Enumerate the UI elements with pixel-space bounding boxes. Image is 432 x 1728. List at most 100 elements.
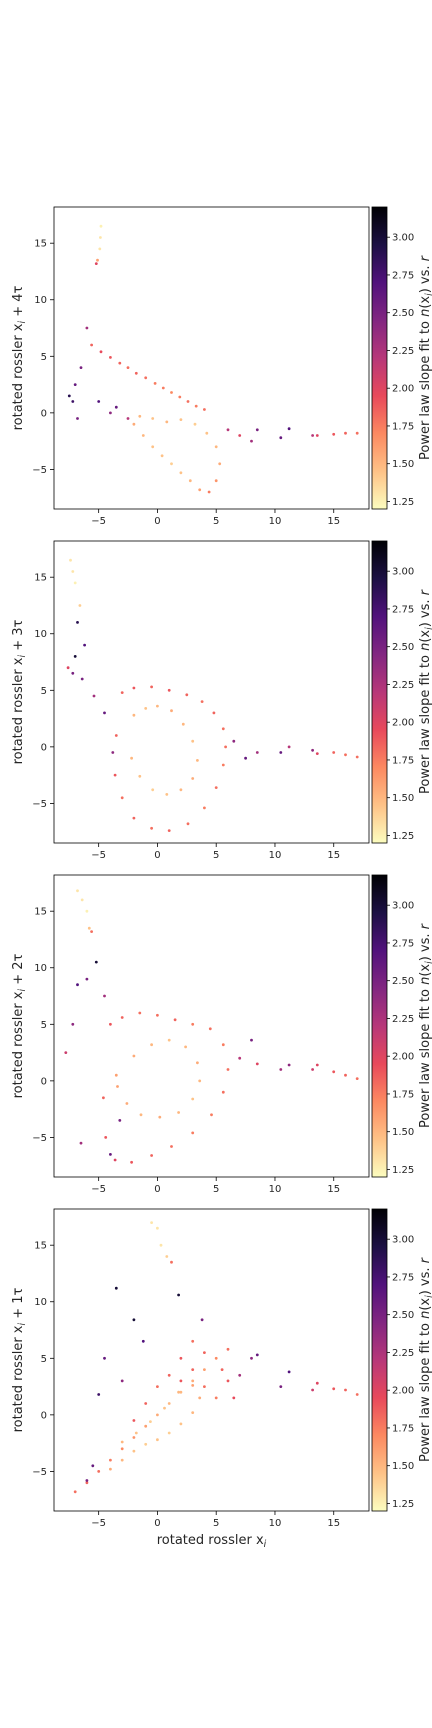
y-tick-label: 10 xyxy=(34,963,47,974)
scatter-point xyxy=(92,694,96,698)
scatter-point xyxy=(332,432,336,436)
scatter-point xyxy=(158,1115,162,1119)
scatter-point xyxy=(279,1068,283,1071)
scatter-point xyxy=(191,1131,195,1135)
y-tick-label: −5 xyxy=(32,1133,47,1144)
scatter-point xyxy=(196,1061,199,1065)
scatter-point xyxy=(85,1479,89,1482)
scatter-point xyxy=(191,1022,195,1026)
scatter-point xyxy=(315,1381,319,1385)
colorbar-tick-label: 2.00 xyxy=(392,1386,414,1397)
x-tick-label: 10 xyxy=(269,1184,282,1195)
y-tick-label: 5 xyxy=(41,352,47,363)
scatter-point xyxy=(287,745,291,749)
plot-area xyxy=(53,540,370,844)
scatter-point xyxy=(191,777,195,780)
scatter-point xyxy=(344,1388,347,1392)
scatter-point xyxy=(109,1467,112,1471)
y-tick-label: 15 xyxy=(34,239,47,250)
scatter-point xyxy=(71,400,75,403)
scatter-point xyxy=(125,1102,129,1105)
scatter-point xyxy=(73,383,77,386)
scatter-point xyxy=(156,1413,159,1417)
y-tick-label: 0 xyxy=(41,408,47,419)
scatter-point xyxy=(287,1063,291,1067)
scatter-point xyxy=(160,454,164,458)
scatter-point xyxy=(141,434,145,437)
scatter-point xyxy=(179,471,183,475)
scatter-point xyxy=(130,1160,134,1164)
scatter-point xyxy=(85,326,89,330)
scatter-point xyxy=(221,1043,225,1047)
scatter-point xyxy=(255,751,259,754)
x-tick-label: −5 xyxy=(91,516,106,527)
scatter-point xyxy=(344,1073,347,1077)
scatter-point xyxy=(232,1396,236,1400)
scatter-point xyxy=(64,1051,68,1054)
colorbar-tick-label: 1.25 xyxy=(392,497,414,508)
scatter-point xyxy=(132,1054,136,1058)
scatter-point xyxy=(120,1016,124,1019)
scatter-point xyxy=(99,350,103,354)
scatter-point xyxy=(332,751,336,754)
scatter-point xyxy=(71,671,75,675)
scatter-point xyxy=(210,1113,213,1117)
scatter-point xyxy=(132,1449,136,1453)
colorbar-label: Power law slope fit to n(xi) vs. r xyxy=(418,588,432,794)
scatter-point xyxy=(90,930,93,933)
scatter-point xyxy=(153,382,157,385)
scatter-point xyxy=(114,1073,118,1077)
scatter-point xyxy=(179,1390,183,1394)
scatter-point xyxy=(226,428,230,432)
scatter-point xyxy=(96,258,99,262)
y-tick-label: 0 xyxy=(41,1410,47,1421)
scatter-point xyxy=(203,1385,206,1388)
scatter-point xyxy=(120,691,124,694)
scatter-point xyxy=(85,977,89,981)
x-tick-label: 5 xyxy=(213,1518,219,1529)
scatter-point xyxy=(120,796,124,800)
scatter-point xyxy=(144,1402,148,1405)
scatter-point xyxy=(150,1154,154,1157)
scatter-point xyxy=(79,366,83,369)
scatter-point xyxy=(179,1356,183,1360)
scatter-point xyxy=(250,439,253,443)
scatter-point xyxy=(179,418,183,421)
scatter-point xyxy=(332,1070,336,1074)
scatter-point xyxy=(279,751,283,754)
scatter-points xyxy=(66,558,359,832)
scatter-point xyxy=(214,1356,218,1360)
scatter-point xyxy=(177,1390,181,1394)
colorbar xyxy=(371,1208,388,1512)
scatter-point xyxy=(97,1470,101,1473)
y-tick-label: 15 xyxy=(34,573,47,584)
scatter-point xyxy=(184,1045,188,1049)
colorbar-tick-label: 3.00 xyxy=(392,901,414,912)
colorbar-tick-label: 2.75 xyxy=(392,604,414,615)
scatter-point xyxy=(165,420,169,424)
colorbar-label: Power law slope fit to n(xi) vs. r xyxy=(418,922,432,1128)
scatter-point xyxy=(344,753,347,757)
scatter-point xyxy=(355,1077,359,1080)
plot-area xyxy=(53,874,370,1178)
scatter-point xyxy=(151,417,155,420)
scatter-point xyxy=(200,1318,204,1322)
scatter-point xyxy=(191,1379,195,1383)
scatter-point xyxy=(179,1379,183,1383)
panel-2: −5 0 5 10 15 −5 0 5 10 15 rotated rossler xi​ + 3τ… xyxy=(11,540,432,861)
colorbar-tick-label: 2.25 xyxy=(392,680,414,691)
scatter-point xyxy=(97,1393,101,1396)
scatter-point xyxy=(71,570,75,573)
colorbar-tick-label: 2.25 xyxy=(392,346,414,357)
scatter-point xyxy=(80,677,84,681)
scatter-point xyxy=(85,909,89,913)
scatter-point xyxy=(114,1286,118,1290)
scatter-point xyxy=(179,1422,183,1426)
scatter-point xyxy=(156,1385,159,1388)
scatter-point xyxy=(167,1373,171,1377)
scatter-point xyxy=(132,713,136,717)
x-tick-label: 0 xyxy=(154,516,160,527)
scatter-point xyxy=(85,1481,89,1485)
x-tick-label: 15 xyxy=(327,516,340,527)
